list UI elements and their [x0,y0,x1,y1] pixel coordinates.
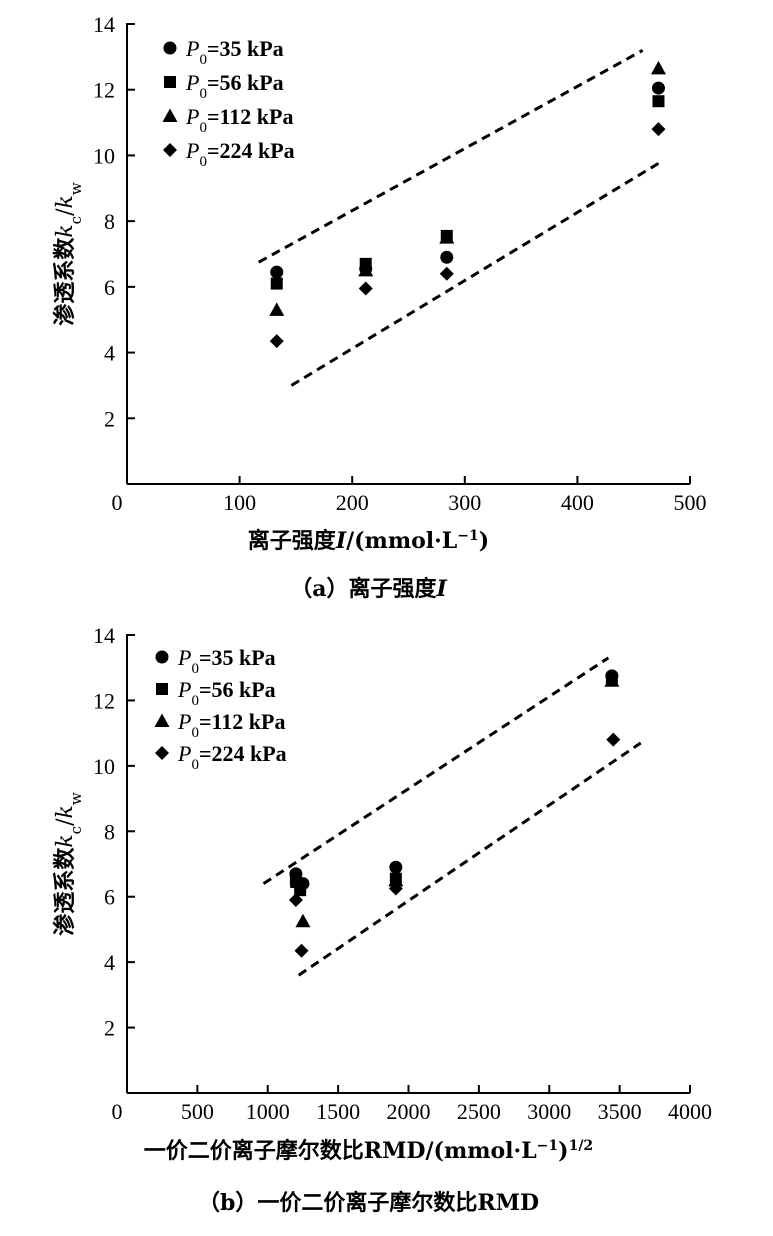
x-tick-label: 200 [336,490,369,515]
data-point-diamond [606,732,621,747]
y-tick-label: 4 [104,341,115,366]
x-tick-label: 1500 [316,1099,360,1124]
data-point-diamond [294,943,309,958]
x-tick-label: 400 [561,490,594,515]
legend-marker-triangle [162,108,178,122]
y-tick-label: 10 [93,754,115,779]
data-point-circle [270,265,284,279]
y-tick-label: 4 [104,950,115,975]
data-point-square [652,95,665,108]
y-tick-label: 2 [104,406,115,431]
legend-marker-circle [163,41,177,55]
x-tick-label: 1000 [246,1099,290,1124]
data-point-diamond [269,334,284,349]
x-tick-label: 500 [674,490,707,515]
x-axis-title: 一价二价离子摩尔数比RMD/(mmol·L−1)1/2 [144,1138,593,1164]
origin-tick-label: 0 [112,490,123,515]
x-axis-title: 离子强度I/(mmol·L−1) [248,528,489,554]
data-point-triangle [295,913,311,928]
legend-label: P0=35 kPa [177,645,276,677]
data-point-triangle [358,262,374,277]
y-axis-title: 渗透系数kc/kw [52,182,85,326]
data-point-triangle [388,872,404,887]
x-tick-label: 3000 [527,1099,571,1124]
panel-caption: （a）离子强度I [290,576,447,602]
legend-label: P0=56 kPa [177,677,276,709]
legend-label: P0=112 kPa [185,104,293,136]
x-tick-label: 300 [448,490,481,515]
bound-line-lower [290,160,662,387]
legend-label: P0=56 kPa [185,70,284,102]
x-tick-label: 100 [223,490,256,515]
panel-caption: （b）一价二价离子摩尔数比RMD [198,1190,539,1216]
bound-line-upper [262,656,610,885]
y-tick-label: 8 [104,819,115,844]
legend-label: P0=224 kPa [185,138,295,170]
data-point-square [270,277,283,290]
data-point-triangle [650,60,666,75]
y-tick-label: 12 [93,688,115,713]
data-point-circle [651,81,665,95]
legend-marker-diamond [155,746,169,760]
legend-marker-diamond [163,143,177,157]
data-point-circle [440,250,454,264]
data-point-triangle [289,874,305,888]
x-tick-label: 2500 [457,1099,501,1124]
bound-line-lower [297,741,642,977]
data-point-diamond [439,266,454,281]
legend-marker-square [156,683,168,695]
legend-label: P0=224 kPa [177,741,287,773]
data-point-diamond [651,122,666,137]
legend-marker-square [164,76,176,88]
legend-marker-triangle [154,713,170,727]
x-tick-label: 3500 [598,1099,642,1124]
bound-line-upper [258,48,644,264]
y-tick-label: 14 [93,623,115,648]
y-tick-label: 6 [104,275,115,300]
y-tick-label: 10 [93,143,115,168]
y-axis-title: 渗透系数kc/kw [52,792,85,936]
data-point-triangle [439,230,455,244]
data-point-diamond [358,281,373,296]
panel-a: 2 4 6 8 10 12 14 0 100 200 300 400 500 P0=35 kPaP0=56… [52,12,707,602]
panel-b: 2 4 6 8 10 12 14 0 500 1000 1500 2000 2500 3000 3500 40… [52,623,712,1216]
legend-label: P0=112 kPa [177,709,285,741]
y-tick-label: 2 [104,1016,115,1041]
y-tick-label: 8 [104,209,115,234]
legend-marker-circle [155,650,169,664]
data-point-diamond [388,881,403,896]
data-point-diamond [288,892,303,907]
data-point-triangle [269,302,285,316]
y-tick-label: 12 [93,78,115,103]
y-tick-label: 6 [104,885,115,910]
origin-tick-label: 0 [112,1099,123,1124]
x-tick-label: 500 [181,1099,214,1124]
y-tick-label: 14 [93,12,115,37]
x-tick-label: 4000 [668,1099,712,1124]
data-point-triangle [604,673,620,687]
legend-label: P0=35 kPa [185,36,284,68]
x-tick-label: 2000 [387,1099,431,1124]
data-point-circle [389,860,403,874]
